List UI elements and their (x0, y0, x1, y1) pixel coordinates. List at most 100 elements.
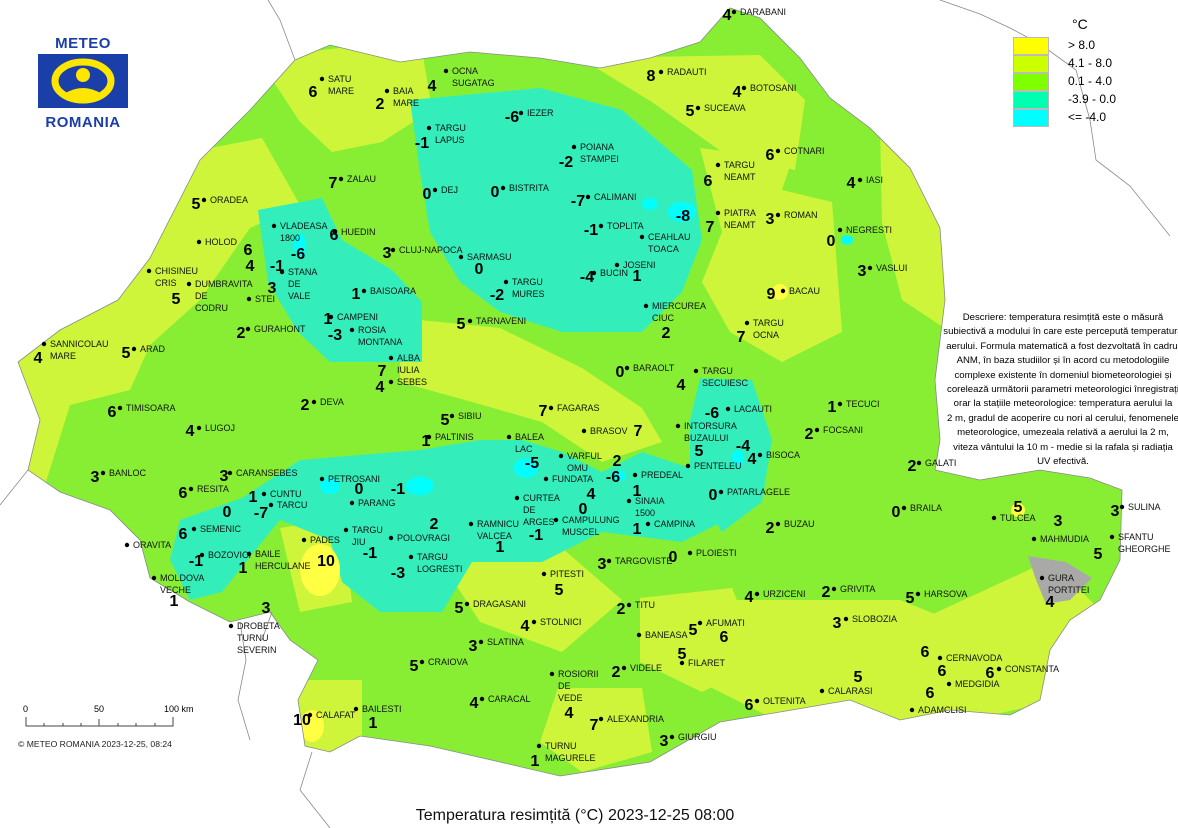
station: SEMENIC 0 (191, 504, 242, 534)
station: GALATI 2 (908, 458, 957, 475)
station: BISTRITA 0 (491, 183, 549, 201)
station-dot (837, 401, 843, 407)
station-dot (536, 743, 542, 749)
station: PLOIESTI 0 (669, 548, 737, 566)
station-dot (687, 550, 693, 556)
station-name: ROMAN (784, 210, 818, 220)
station: CEAHLAU TOACA -8 (639, 208, 691, 254)
station-dot (591, 270, 597, 276)
station: BOTOSANI 4 (733, 83, 797, 101)
station-dot (245, 326, 251, 332)
station-name: COTNARI (784, 146, 825, 156)
station-value: 4 (470, 695, 479, 712)
station-value: 5 (854, 669, 863, 686)
station-dot (186, 281, 192, 287)
station-value: 3 (469, 638, 478, 655)
station-name: STAMPEI (580, 154, 619, 164)
station-dot (191, 526, 197, 532)
station-value: 0 (491, 184, 500, 201)
station: SANNICOLAU MARE 4 (34, 339, 109, 367)
station-name: BAISOARA (370, 286, 416, 296)
station-dot (228, 623, 234, 629)
station-value: 6 (986, 665, 995, 682)
station: BOZOVICI -1 (189, 550, 251, 570)
legend-label: 4.1 - 8.0 (1068, 56, 1113, 70)
station-value: 0 (892, 504, 901, 521)
station-value: 4 (428, 78, 437, 95)
station-name: BUZAU (784, 519, 815, 529)
station-name: OLTENITA (763, 696, 806, 706)
station-name: FUNDATA (552, 474, 593, 484)
description-line: meteorologice, umezeala relativă a aerul… (957, 427, 1169, 439)
station-dot (937, 655, 943, 661)
station-name: BANEASA (645, 630, 688, 640)
station: PARANG-1 (349, 481, 405, 508)
station-name: CARANSEBES (236, 468, 298, 478)
station: ROSIORII DE VEDE 4 (549, 669, 599, 722)
legend-item: 0.1 - 4.0 (1010, 73, 1160, 91)
station-value: 0 (355, 481, 364, 498)
station: PREDEAL 2 (613, 453, 683, 480)
station-value: 6 (179, 526, 188, 543)
station-value: 0 (423, 186, 432, 203)
station: URZICENI 4 (745, 589, 806, 606)
station-value: 2 (301, 397, 310, 414)
station-dot (271, 223, 277, 229)
station-name: SFANTU (1118, 532, 1154, 542)
station-dot (199, 552, 205, 558)
station-name: CUNTU (270, 489, 302, 499)
station-dot (996, 666, 1002, 672)
station-value: 8 (647, 68, 656, 85)
station-value: 7 (329, 175, 338, 192)
station: BAISOARA 1 (352, 286, 416, 303)
station-dot (443, 68, 449, 74)
zone-above-8 (300, 284, 1025, 742)
station: RADAUTI 8 (647, 67, 707, 85)
station: VIDELE 2 (612, 663, 662, 681)
station: TARNAVENI 5 (457, 316, 527, 333)
station-dot (643, 303, 649, 309)
station-dot (338, 176, 344, 182)
station-value: 0 (827, 233, 836, 250)
station-name: MAHMUDIA (1040, 534, 1089, 544)
station-name: DEJ (441, 185, 458, 195)
station-value: 1 (352, 286, 361, 303)
station-name: BAIA (393, 86, 414, 96)
station-name: MUSCEL (562, 527, 600, 537)
station-name: VEDE (558, 693, 583, 703)
station: STANA DE VALE -1 (270, 258, 317, 301)
station: BANLOC 3 (91, 468, 147, 486)
station-value: 3 (766, 211, 775, 228)
legend-swatch (1013, 37, 1049, 55)
station-name: RESITA (197, 484, 229, 494)
station-value: 3 (262, 600, 271, 617)
station: STOLNICI 4 (521, 617, 582, 635)
station-value: -1 (363, 545, 377, 562)
station-value: 6 (108, 404, 117, 421)
station: TARGU OCNA 7 (737, 318, 784, 346)
station-name: CONSTANTA (1005, 664, 1059, 674)
station-dot (658, 69, 664, 75)
station-name: MARE (50, 351, 76, 361)
legend-label: -3.9 - 0.0 (1068, 92, 1117, 106)
station-dot (468, 521, 474, 527)
station: BAILE HERCULANE 1 (239, 549, 311, 577)
station-dot (311, 399, 317, 405)
station-value: 4 (677, 377, 686, 394)
station-value: 3 (858, 263, 867, 280)
station-dot (479, 696, 485, 702)
station-dot (901, 505, 907, 511)
station-name: ORADEA (210, 195, 248, 205)
station-value: 1 (828, 399, 837, 416)
station-name: TARNAVENI (476, 316, 526, 326)
station-name: LAC (515, 444, 533, 454)
station-value: -2 (490, 287, 504, 304)
station-name: MURES (512, 289, 545, 299)
station: GURAHONT 2 (237, 324, 306, 342)
